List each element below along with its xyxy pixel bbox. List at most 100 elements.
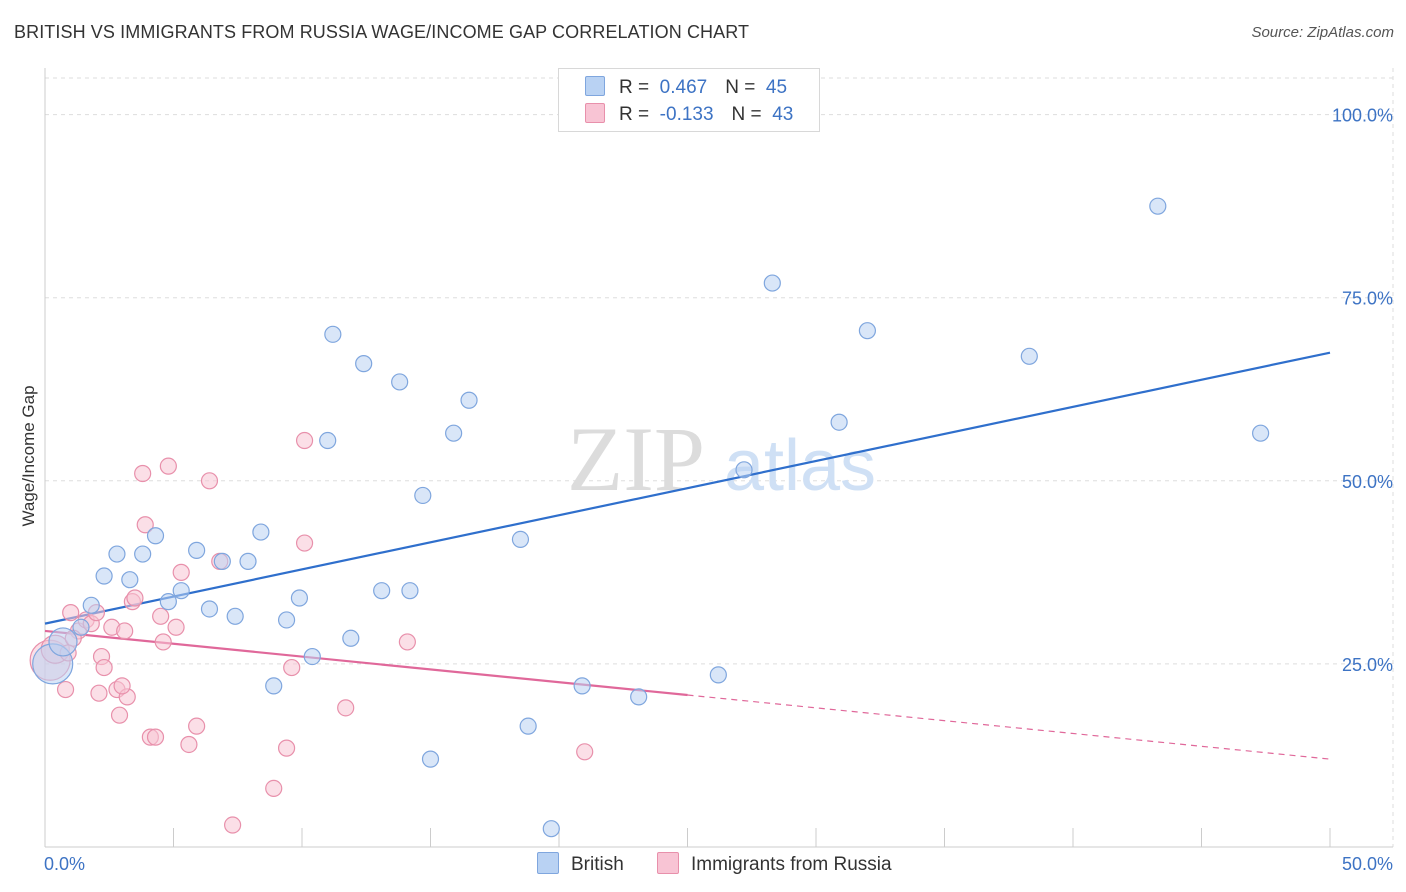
russia-point	[265, 779, 283, 798]
x-tick-label: 50.0%	[1342, 854, 1393, 874]
legend-row-british: R = 0.467 N = 45	[585, 76, 787, 98]
y-tick-label: 50.0%	[1342, 472, 1393, 492]
russia-point	[277, 739, 296, 757]
legend-n-label: N =	[725, 77, 756, 98]
russia-point	[126, 589, 144, 607]
british-point	[421, 750, 440, 768]
chart-title: BRITISH VS IMMIGRANTS FROM RUSSIA WAGE/I…	[14, 22, 750, 42]
british-point	[858, 322, 877, 340]
source-label: Source: ZipAtlas.com	[1251, 24, 1394, 41]
british-point	[573, 677, 591, 695]
british-point	[460, 391, 478, 409]
legend-n-label: N =	[731, 104, 762, 125]
grid-lines	[45, 68, 1394, 847]
russia-point	[95, 658, 113, 677]
british-point	[121, 571, 139, 589]
russia-swatch	[585, 103, 605, 123]
y-tick-label: 25.0%	[1342, 655, 1393, 675]
british-point	[277, 611, 296, 629]
russia-swatch	[657, 852, 679, 874]
british-point	[830, 413, 848, 431]
russia-point	[295, 534, 314, 552]
russia-point	[134, 464, 152, 483]
russia-point	[224, 816, 242, 834]
russia-point	[116, 622, 134, 640]
russia-point	[90, 684, 108, 702]
british-point	[159, 593, 177, 611]
bottom-legend-british: British	[537, 852, 624, 876]
british-point	[239, 552, 257, 570]
british-point	[1149, 197, 1167, 215]
russia-point	[62, 604, 80, 622]
british-point	[226, 607, 244, 625]
y-axis-label: Wage/Income Gap	[19, 385, 38, 526]
british-point	[414, 486, 432, 505]
british-point	[542, 820, 560, 838]
british-point	[709, 666, 727, 684]
russia-point	[152, 607, 170, 625]
british-point	[252, 523, 270, 541]
russia-point	[56, 680, 75, 699]
british-point	[213, 552, 231, 570]
british-point	[373, 582, 391, 600]
british-point	[48, 627, 78, 657]
legend-r-value: -0.133	[659, 104, 714, 125]
bottom-legend-russia: Immigrants from Russia	[657, 852, 892, 876]
russia-point	[154, 633, 172, 651]
tick-labels: 25.0% 50.0% 75.0% 100.0% 0.0% 50.0%	[44, 106, 1393, 874]
russia-point	[146, 728, 165, 746]
british-point	[303, 647, 321, 666]
bottom-legend-label: Immigrants from Russia	[691, 854, 892, 875]
russia-trend-extension	[687, 694, 1331, 760]
british-swatch	[537, 852, 559, 874]
british-point	[342, 629, 360, 647]
british-swatch	[585, 76, 605, 96]
russia-trend-line	[44, 629, 688, 697]
russia-point	[113, 677, 131, 695]
bottom-legend-label: British	[571, 854, 624, 875]
russia-point	[283, 658, 301, 677]
british-point	[735, 461, 753, 479]
russia-point	[110, 706, 129, 724]
watermark-zip: ZIP	[567, 408, 705, 510]
russia-point	[200, 472, 219, 490]
legend-r-value: 0.467	[659, 77, 708, 98]
russia-point	[398, 633, 416, 651]
british-point	[200, 600, 219, 618]
british-point	[1020, 347, 1038, 365]
russia-point	[188, 717, 206, 735]
british-point	[146, 527, 165, 545]
british-point	[95, 567, 113, 585]
legend-r-label: R =	[619, 77, 650, 98]
x-tick-label: 0.0%	[44, 854, 85, 874]
british-trend-line	[44, 351, 1331, 625]
british-point	[290, 589, 309, 607]
russia-point	[576, 743, 594, 761]
correlation-legend: R = 0.467 N = 45 R = -0.133 N = 43	[558, 68, 820, 132]
british-point	[134, 545, 152, 563]
british-point	[72, 618, 90, 636]
british-point	[355, 355, 373, 373]
british-point	[265, 677, 283, 695]
british-point	[188, 541, 206, 559]
british-point	[324, 325, 342, 343]
russia-points	[29, 431, 594, 834]
russia-point	[136, 516, 154, 534]
legend-row-russia: R = -0.133 N = 43	[585, 103, 793, 125]
british-point	[445, 424, 463, 442]
british-point	[319, 431, 337, 450]
british-point	[511, 530, 530, 549]
russia-point	[159, 457, 177, 475]
legend-r-label: R =	[619, 104, 650, 125]
russia-point	[180, 735, 198, 754]
russia-point	[172, 563, 190, 581]
british-point	[108, 545, 126, 563]
legend-n-value: 45	[765, 77, 788, 98]
british-point	[391, 373, 409, 391]
russia-point	[167, 618, 185, 636]
british-point	[1252, 424, 1270, 442]
russia-point	[337, 699, 355, 717]
y-tick-label: 100.0%	[1332, 106, 1393, 126]
british-point	[172, 582, 190, 600]
